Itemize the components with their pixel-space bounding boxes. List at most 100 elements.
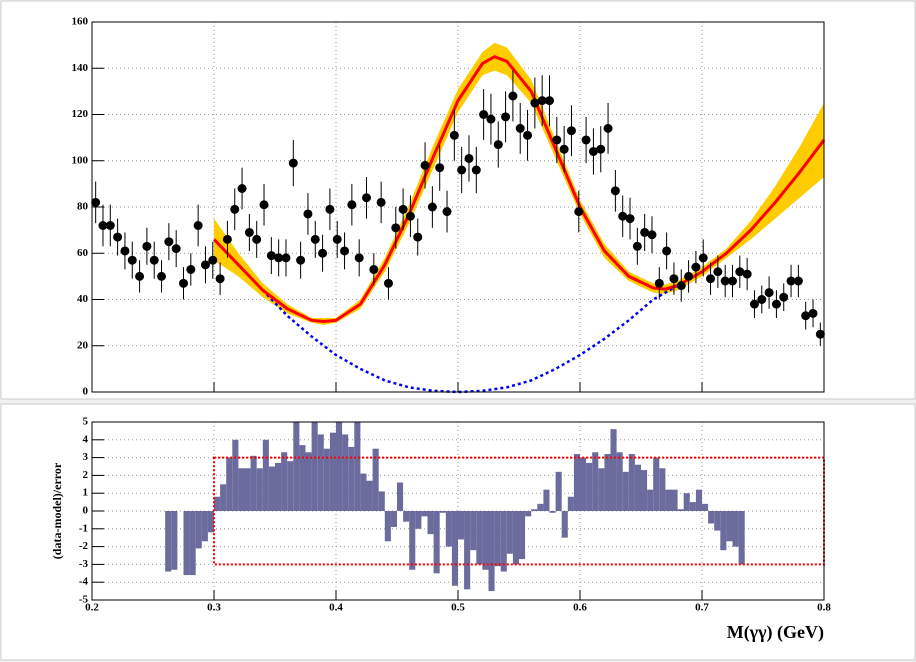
residual-bar: [451, 511, 458, 586]
data-point: [457, 165, 467, 175]
data-point: [266, 251, 276, 261]
data-point: [310, 234, 320, 244]
data-point: [566, 126, 576, 136]
data-point: [815, 329, 825, 339]
residual-bar: [281, 452, 288, 511]
residual-bar: [433, 511, 440, 574]
residual-bar: [616, 452, 623, 511]
data-point: [603, 123, 613, 133]
data-point: [222, 234, 232, 244]
residual-bar: [372, 448, 379, 511]
data-point: [698, 253, 708, 263]
x-tick-label: 0.5: [451, 602, 465, 614]
data-point: [164, 237, 174, 247]
residual-bar: [549, 511, 556, 513]
data-point: [230, 204, 240, 214]
y-tick-label: -2: [79, 540, 89, 552]
data-point: [801, 311, 811, 321]
data-point: [749, 299, 759, 309]
residual-bar: [165, 511, 172, 572]
y-tick-label: 80: [77, 201, 89, 213]
data-point: [735, 267, 745, 277]
residual-bar: [604, 454, 611, 511]
band-box: [213, 456, 825, 566]
residual-bar: [726, 511, 733, 542]
residual-bar: [390, 511, 397, 528]
data-point: [157, 271, 167, 281]
data-point: [135, 271, 145, 281]
data-point: [786, 276, 796, 286]
residual-bar: [299, 445, 306, 511]
y-tick-label: 100: [72, 154, 89, 166]
data-point: [105, 221, 115, 230]
data-point: [193, 221, 203, 230]
residual-bar: [470, 511, 477, 551]
x-tick-label: 0.7: [695, 602, 709, 614]
y-tick-label: -3: [79, 558, 89, 570]
data-point: [427, 202, 437, 212]
residual-bar: [256, 468, 263, 511]
residual-bar: [647, 489, 654, 511]
data-point: [171, 244, 181, 254]
residual-bar: [683, 493, 690, 511]
data-point: [515, 123, 525, 133]
data-point: [274, 253, 284, 263]
x-tick-label: 0.4: [329, 602, 343, 614]
data-point: [486, 114, 496, 124]
residual-bar: [354, 422, 361, 511]
residual-bar: [421, 511, 428, 517]
residual-bar: [397, 482, 404, 511]
data-point: [625, 214, 635, 224]
residual-bar: [610, 429, 617, 511]
y-tick-label: 4: [83, 433, 89, 445]
residual-bar: [506, 511, 513, 554]
data-point: [713, 267, 723, 277]
data-point: [369, 264, 379, 274]
residual-bar: [714, 511, 721, 531]
data-point: [647, 230, 657, 240]
residual-bar: [464, 511, 471, 590]
data-point: [200, 260, 210, 270]
residual-bar: [622, 471, 629, 511]
data-point: [464, 153, 474, 163]
residual-bar: [195, 511, 202, 549]
y-tick-label: 20: [77, 339, 89, 351]
residual-bar: [634, 464, 641, 511]
data-point: [691, 262, 701, 272]
data-point: [149, 255, 159, 265]
residual-bar: [238, 468, 245, 511]
residual-bar: [366, 480, 373, 511]
data-point: [296, 255, 306, 265]
y-tick-label: -1: [79, 522, 88, 534]
data-point: [215, 274, 225, 284]
residual-bar: [525, 511, 532, 517]
residual-bar: [293, 422, 300, 511]
residual-bar: [384, 511, 391, 542]
residual-bar: [250, 455, 257, 511]
residual-bar: [262, 439, 269, 511]
residual-bar: [336, 422, 343, 511]
fit-band: [214, 42, 824, 325]
residual-bar: [677, 509, 684, 511]
data-point: [325, 204, 335, 214]
residual-bar: [543, 489, 550, 511]
x-tick-label: 0.3: [207, 602, 221, 614]
plot-border: [91, 421, 825, 601]
data-point: [610, 186, 620, 196]
data-point: [376, 197, 386, 207]
y-axis-title: (data-model)/error: [50, 462, 64, 559]
data-point: [179, 278, 188, 288]
data-point: [537, 96, 547, 106]
residual-bar: [329, 432, 336, 511]
x-tick-label: 0.2: [85, 602, 99, 614]
residual-bar: [427, 511, 434, 535]
residual-bar: [537, 503, 544, 511]
residual-bar: [531, 509, 538, 511]
residual-bar: [476, 511, 483, 565]
residual-bar: [488, 511, 495, 592]
data-point: [742, 269, 752, 279]
y-tick-label: 2: [83, 469, 89, 481]
residual-bar: [555, 471, 562, 511]
data-point: [574, 207, 584, 217]
